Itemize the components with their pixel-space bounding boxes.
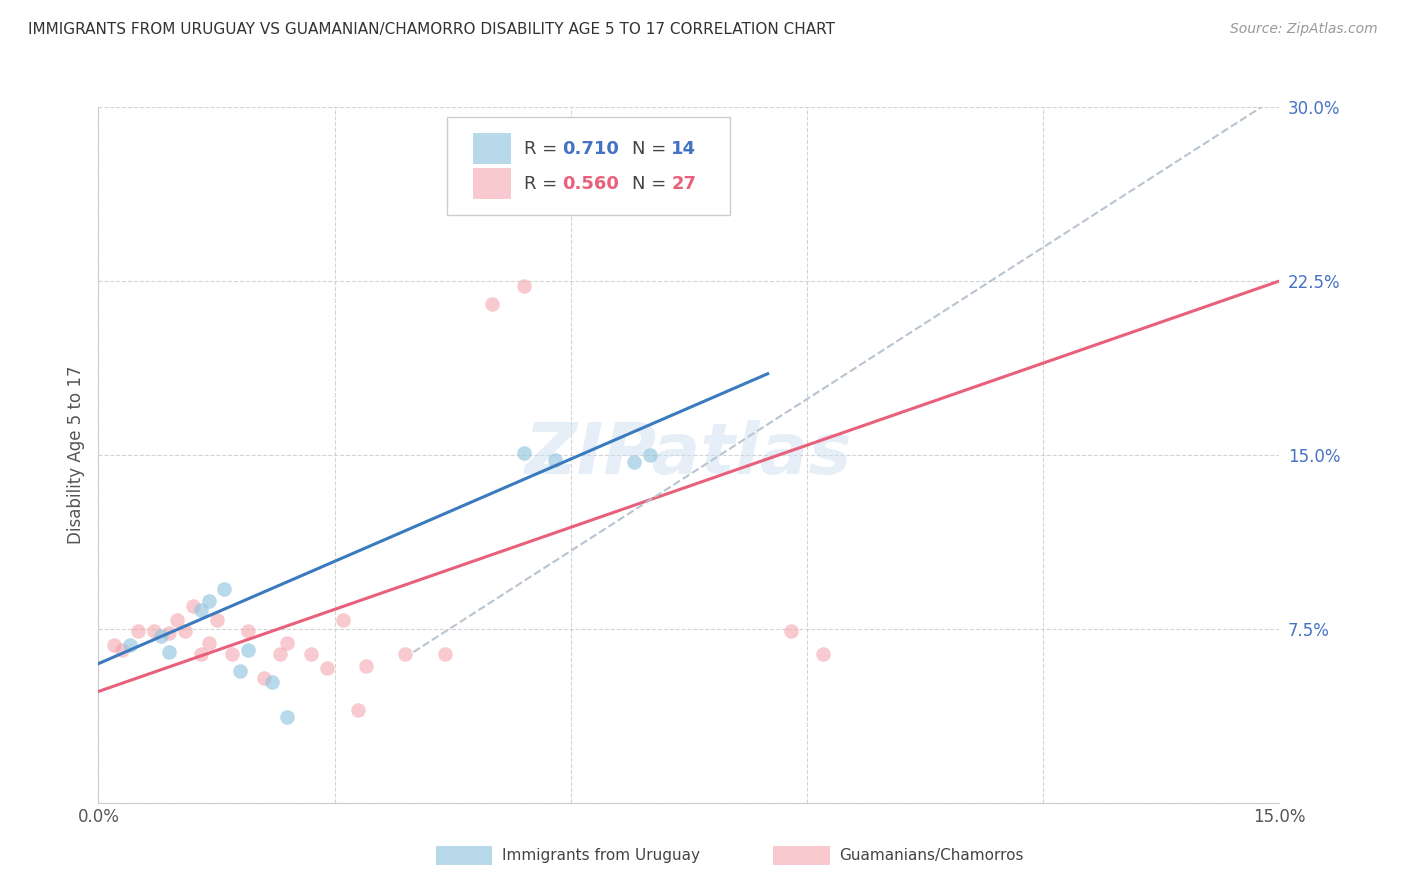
- Point: [127, 624, 149, 639]
- Point: [354, 659, 377, 673]
- Point: [190, 603, 212, 617]
- Point: [111, 642, 134, 657]
- FancyBboxPatch shape: [472, 133, 510, 164]
- Point: [433, 648, 456, 662]
- Text: 0.560: 0.560: [562, 175, 620, 193]
- FancyBboxPatch shape: [447, 118, 730, 215]
- Point: [118, 638, 141, 652]
- Point: [197, 594, 219, 608]
- Point: [332, 613, 354, 627]
- Point: [157, 626, 180, 640]
- Text: 14: 14: [671, 140, 696, 158]
- Point: [166, 613, 188, 627]
- Text: R =: R =: [523, 140, 562, 158]
- Point: [544, 452, 567, 467]
- Text: 27: 27: [671, 175, 696, 193]
- Point: [269, 648, 291, 662]
- Text: N =: N =: [633, 175, 672, 193]
- FancyBboxPatch shape: [472, 168, 510, 199]
- Text: Immigrants from Uruguay: Immigrants from Uruguay: [502, 848, 700, 863]
- Text: R =: R =: [523, 175, 562, 193]
- Point: [299, 648, 322, 662]
- Point: [811, 648, 834, 662]
- Point: [236, 624, 259, 639]
- Text: N =: N =: [633, 140, 672, 158]
- Point: [276, 710, 298, 724]
- Point: [157, 645, 180, 659]
- Point: [347, 703, 370, 717]
- Point: [221, 648, 243, 662]
- Point: [623, 455, 645, 469]
- Point: [103, 638, 125, 652]
- Point: [190, 648, 212, 662]
- Text: ZIPatlas: ZIPatlas: [526, 420, 852, 490]
- Point: [236, 642, 259, 657]
- Text: Source: ZipAtlas.com: Source: ZipAtlas.com: [1230, 22, 1378, 37]
- Point: [780, 624, 803, 639]
- Point: [260, 675, 283, 690]
- Point: [512, 445, 534, 459]
- Point: [253, 671, 276, 685]
- Point: [205, 613, 228, 627]
- Text: Guamanians/Chamorros: Guamanians/Chamorros: [839, 848, 1024, 863]
- Point: [394, 648, 416, 662]
- Point: [229, 664, 252, 678]
- Point: [315, 661, 337, 675]
- Point: [181, 599, 204, 613]
- Point: [174, 624, 197, 639]
- Point: [197, 636, 219, 650]
- Point: [142, 624, 165, 639]
- Text: IMMIGRANTS FROM URUGUAY VS GUAMANIAN/CHAMORRO DISABILITY AGE 5 TO 17 CORRELATION: IMMIGRANTS FROM URUGUAY VS GUAMANIAN/CHA…: [28, 22, 835, 37]
- Point: [481, 297, 503, 311]
- Point: [638, 448, 661, 462]
- Point: [512, 278, 534, 293]
- Point: [150, 629, 173, 643]
- Point: [214, 582, 236, 597]
- Point: [276, 636, 298, 650]
- Y-axis label: Disability Age 5 to 17: Disability Age 5 to 17: [66, 366, 84, 544]
- Text: 0.710: 0.710: [562, 140, 620, 158]
